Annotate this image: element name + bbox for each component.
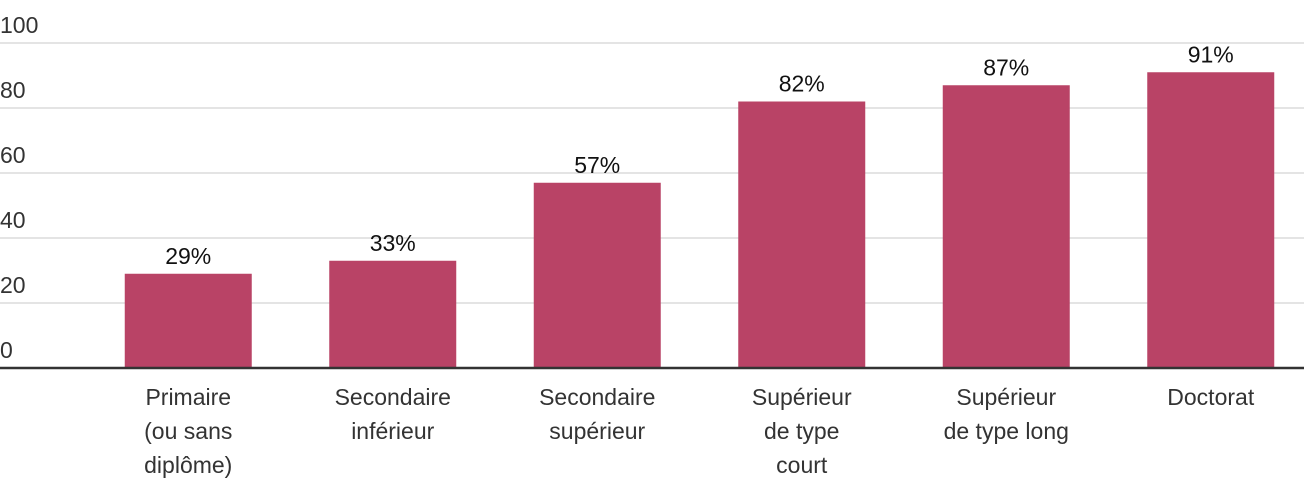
- data-label: 91%: [1188, 41, 1234, 67]
- bar: [329, 260, 457, 368]
- data-label: 29%: [165, 243, 211, 269]
- bar: [738, 101, 866, 368]
- y-tick-label: 20: [0, 272, 26, 298]
- y-tick-label: 40: [0, 207, 26, 233]
- bar: [533, 182, 661, 368]
- data-label: 57%: [574, 152, 620, 178]
- x-tick-label: Secondaire inférieur: [334, 384, 451, 444]
- bar: [124, 273, 252, 368]
- x-tick-label: Doctorat: [1167, 384, 1255, 410]
- data-label: 82%: [779, 71, 825, 97]
- y-tick-label: 60: [0, 142, 26, 168]
- data-label: 33%: [370, 230, 416, 256]
- x-tick-label: Supérieur de type long: [943, 384, 1069, 444]
- y-tick-label: 0: [0, 337, 13, 363]
- y-tick-label: 80: [0, 77, 26, 103]
- x-tick-label: Supérieur de type court: [751, 384, 852, 478]
- x-tick-label: Primaire (ou sans diplôme): [144, 384, 233, 478]
- x-tick-label: Secondaire supérieur: [539, 384, 656, 444]
- y-tick-label: 100: [0, 12, 38, 38]
- data-label: 87%: [983, 54, 1029, 80]
- bar: [942, 85, 1070, 368]
- bar: [1147, 72, 1275, 368]
